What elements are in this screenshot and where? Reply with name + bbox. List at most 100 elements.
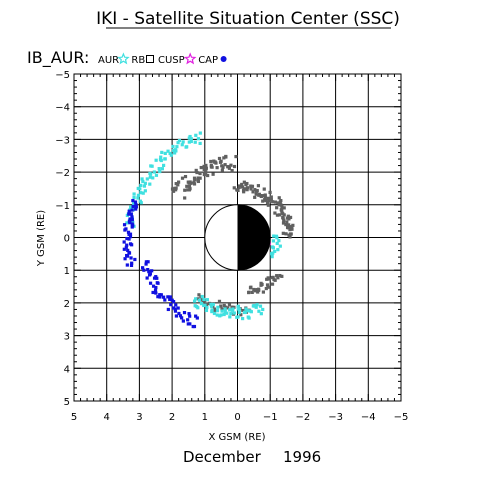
point-rb xyxy=(199,165,203,170)
point-rb xyxy=(217,156,222,161)
point-aur xyxy=(139,201,143,205)
point-aur xyxy=(236,304,240,308)
point-rb xyxy=(256,184,261,188)
point-rb xyxy=(267,277,271,281)
point-aur xyxy=(220,309,224,313)
point-aur xyxy=(125,221,129,225)
point-cap xyxy=(168,297,172,301)
point-aur xyxy=(244,307,248,311)
point-rb xyxy=(253,195,257,199)
point-cap xyxy=(129,256,133,260)
point-rb xyxy=(220,307,224,311)
point-cap xyxy=(171,306,176,310)
point-rb xyxy=(273,211,277,215)
point-aur xyxy=(222,312,226,317)
point-rb xyxy=(288,227,292,232)
point-rb xyxy=(252,287,256,292)
point-cap xyxy=(122,240,126,244)
y-tick-label: −4 xyxy=(55,103,70,114)
point-rb xyxy=(282,218,286,222)
point-rb xyxy=(259,281,263,285)
y-tick-label: −2 xyxy=(55,168,70,179)
point-aur xyxy=(143,181,147,185)
y-tick-label: 3 xyxy=(64,332,70,343)
point-aur xyxy=(160,150,164,155)
point-rb xyxy=(245,188,249,192)
point-rb xyxy=(279,203,283,207)
point-aur xyxy=(162,163,166,167)
point-cap xyxy=(161,295,166,299)
point-rb xyxy=(264,286,268,291)
point-rb xyxy=(256,290,260,294)
x-axis-label: X GSM (RE) xyxy=(208,432,265,443)
point-cap xyxy=(174,314,179,318)
point-rb xyxy=(254,189,259,193)
legend-star-icon xyxy=(117,52,130,65)
point-rb xyxy=(272,277,276,282)
point-aur xyxy=(129,205,133,209)
legend-square-icon xyxy=(146,55,154,63)
point-rb xyxy=(241,188,246,192)
y-tick-label: 0 xyxy=(64,234,70,245)
legend-label: CUSP xyxy=(158,55,185,66)
point-aur xyxy=(132,201,136,206)
point-rb xyxy=(265,283,270,287)
point-rb xyxy=(174,188,178,192)
point-rb xyxy=(247,290,251,294)
point-aur xyxy=(273,249,277,253)
point-cap xyxy=(142,268,146,272)
x-tick-label: 5 xyxy=(71,412,77,423)
point-rb xyxy=(237,184,242,188)
panel-label: IB_AUR: xyxy=(27,48,89,68)
point-aur xyxy=(138,187,142,191)
point-rb xyxy=(253,188,257,192)
point-rb xyxy=(187,188,191,192)
point-aur xyxy=(196,137,201,141)
point-rb xyxy=(286,214,290,218)
point-cap xyxy=(130,218,134,222)
point-rb xyxy=(232,305,236,309)
point-aur xyxy=(223,307,227,311)
point-cap xyxy=(148,272,152,276)
point-rb xyxy=(195,170,199,175)
point-cap xyxy=(123,257,127,261)
footer-month: December xyxy=(183,448,262,466)
point-rb xyxy=(206,173,210,178)
point-rb xyxy=(275,206,279,210)
x-tick-label: −1 xyxy=(263,412,278,423)
legend-star-icon xyxy=(183,52,197,65)
x-tick-label: 3 xyxy=(136,412,142,423)
point-cap xyxy=(177,311,181,316)
point-rb xyxy=(240,182,244,187)
point-aur xyxy=(140,177,144,181)
point-cap xyxy=(127,232,131,236)
point-aur xyxy=(259,312,263,316)
point-cap xyxy=(154,285,158,290)
point-cap xyxy=(144,260,148,264)
point-aur xyxy=(202,297,206,302)
point-rb xyxy=(196,179,201,184)
point-cap xyxy=(125,236,129,241)
point-cap xyxy=(130,261,134,265)
point-rb xyxy=(269,198,273,202)
point-rb xyxy=(271,275,275,279)
point-aur xyxy=(143,189,147,193)
point-aur xyxy=(173,148,178,152)
point-rb xyxy=(276,276,280,280)
point-rb xyxy=(171,189,176,193)
point-aur xyxy=(184,145,188,149)
point-aur xyxy=(275,241,279,246)
point-rb xyxy=(285,225,290,229)
point-cap xyxy=(133,200,138,204)
point-rb xyxy=(202,167,206,172)
legend-circle-icon xyxy=(220,56,227,62)
point-cap xyxy=(124,245,128,249)
point-aur xyxy=(166,149,170,153)
point-aur xyxy=(196,306,200,310)
point-aur xyxy=(199,302,204,306)
point-rb xyxy=(198,176,202,180)
point-cap xyxy=(186,318,190,322)
point-aur xyxy=(188,134,192,139)
point-rb xyxy=(268,190,272,195)
point-aur xyxy=(149,164,153,168)
